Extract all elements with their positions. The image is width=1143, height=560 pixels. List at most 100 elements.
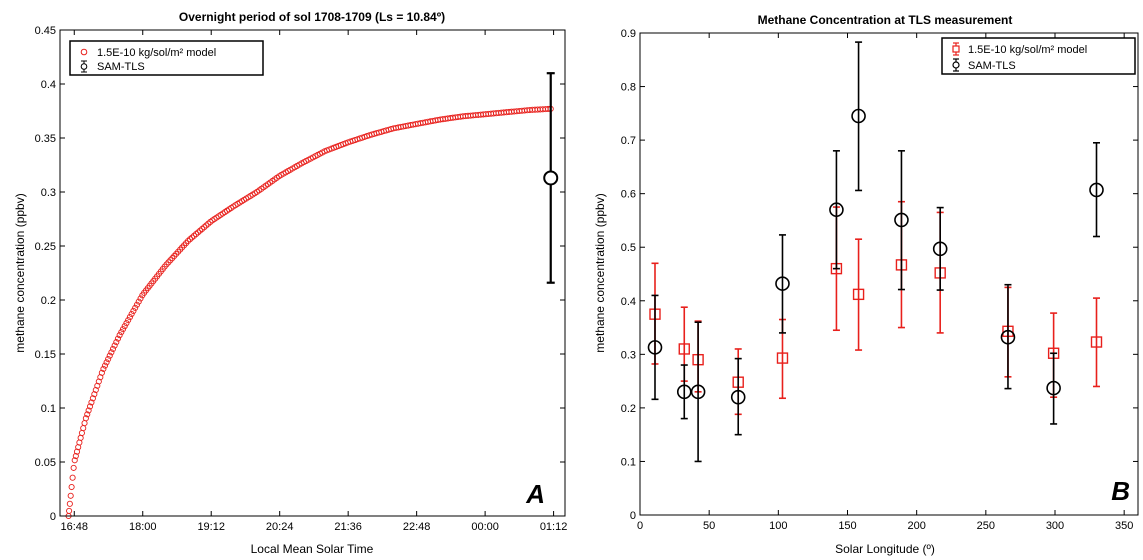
panel-a-model-point [86, 403, 94, 410]
panel-a-xtick-label: 22:48 [403, 521, 431, 533]
panel-a-ytick-label: 0.4 [41, 79, 56, 91]
panel-a-ytick-label: 0.3 [41, 187, 56, 199]
panel-a-model-point [137, 295, 144, 302]
panel-b-title: Methane Concentration at TLS measurement [758, 13, 1013, 27]
panel-a-model-point [92, 386, 99, 394]
panel-b-ytick-label: 0.9 [621, 28, 636, 40]
panel-b: Methane Concentration at TLS measurement… [593, 13, 1139, 556]
panel-a-model-point [190, 232, 198, 239]
panel-a-legend-box [69, 40, 264, 76]
panel-a-xtick-label: 19:12 [197, 521, 225, 533]
panel-a-model-point [100, 365, 107, 372]
panel-a-legend-tls-label: SAM-TLS [97, 61, 145, 73]
panel-b-tls-point [932, 241, 948, 257]
panel-b-axes-box [639, 32, 1139, 516]
panel-a-xtick-label: 01:12 [540, 521, 568, 533]
panel-a-legend-tls-marker [80, 60, 88, 73]
panel-a-model-point [130, 307, 137, 314]
panel-b-xtick-label: 0 [637, 520, 643, 532]
panel-a-model-point [119, 326, 127, 333]
panel-b-tls-point [1046, 380, 1061, 396]
panel-a-model-point [199, 225, 206, 232]
panel-a: Overnight period of sol 1708-1709 (Ls = … [13, 10, 567, 556]
panel-a-model-point [81, 420, 88, 427]
panel-a-title: Overnight period of sol 1708-1709 (Ls = … [179, 10, 445, 24]
panel-a-model-point [66, 507, 73, 514]
panel-a-legend: 1.5E-10 kg/sol/m² model SAM-TLS [69, 40, 264, 76]
panel-b-model-point [678, 343, 690, 355]
panel-b-ytick-label: 0.7 [621, 135, 636, 147]
panel-a-model-point [101, 362, 109, 369]
panel-a-model-point [128, 310, 135, 318]
panel-b-tls-point [647, 340, 663, 355]
panel-b-tls-point [775, 276, 790, 291]
panel-b-ylabel: methane concentration (ppbv) [593, 193, 607, 352]
panel-a-model-point [186, 236, 194, 243]
panel-a-ytick-label: 0.1 [41, 403, 56, 415]
panel-a-model-point [85, 407, 92, 414]
panel-b-ytick-label: 0.1 [621, 456, 636, 468]
panel-b-legend-model-label: 1.5E-10 kg/sol/m² model [968, 44, 1087, 56]
panel-b-tls-point [851, 108, 866, 124]
panel-a-model-point [73, 448, 81, 455]
panel-b-legend-model-marker [952, 42, 960, 56]
panel-a-model-point [188, 234, 196, 241]
panel-a-model-point [123, 320, 130, 327]
panel-b-model-point [1090, 336, 1103, 348]
panel-a-ytick-label: 0 [50, 511, 56, 523]
panel-b-xlabel: Solar Longitude (º) [835, 542, 935, 556]
panel-a-model-point [98, 369, 105, 376]
panel-b-ytick-label: 0.6 [621, 189, 636, 201]
panel-a-ylabel: methane concentration (ppbv) [13, 193, 27, 352]
panel-b-xtick-label: 300 [1046, 520, 1064, 532]
panel-b-letter: B [1111, 476, 1130, 506]
panel-a-xtick-label: 21:36 [334, 521, 362, 533]
panel-a-xlabel: Local Mean Solar Time [251, 542, 374, 556]
panel-a-axes-box [59, 29, 566, 517]
panel-a-model-point [82, 415, 89, 422]
panel-a-model-point [125, 317, 132, 324]
panel-a-model-point [72, 452, 79, 460]
panel-a-model-point [89, 395, 96, 402]
panel-a-model-point [94, 382, 101, 389]
panel-b-xtick-label: 100 [769, 520, 787, 532]
panel-b-xtick-label: 200 [907, 520, 925, 532]
panel-a-model-point [105, 356, 112, 363]
panel-b-legend-tls-marker [952, 58, 960, 72]
panel-b-tls-point [1000, 329, 1016, 345]
panel-a-xtick-label: 20:24 [266, 521, 294, 533]
panel-b-legend: 1.5E-10 kg/sol/m² model SAM-TLS [941, 37, 1136, 75]
panel-a-ytick-label: 0.25 [35, 241, 56, 253]
panel-a-model-point [135, 298, 142, 305]
panel-a-model-point [111, 342, 118, 349]
panel-b-tls-point [1089, 182, 1104, 198]
panel-a-model-point [121, 323, 128, 330]
panel-a-model-point [70, 464, 77, 471]
panel-b-tls-point [676, 384, 692, 400]
panel-b-xtick-label: 250 [977, 520, 995, 532]
panel-a-ytick-label: 0.45 [35, 25, 56, 37]
panel-a-model-point [109, 345, 117, 353]
panel-a-model-point [116, 332, 123, 339]
panel-a-model-point [80, 425, 87, 432]
panel-a-model-point [71, 457, 78, 464]
panel-b-legend-tls-label: SAM-TLS [968, 60, 1016, 72]
panel-b-xtick-label: 50 [703, 520, 715, 532]
panel-a-model-point [69, 474, 76, 481]
panel-a-model-point [184, 237, 192, 245]
panel-a-model-point [114, 335, 122, 342]
panel-b-ytick-label: 0 [630, 510, 636, 522]
panel-a-model-point [108, 349, 115, 356]
panel-a-model-point [106, 352, 113, 359]
panel-b-tls-point [894, 212, 909, 228]
panel-b-ytick-label: 0.4 [621, 296, 636, 308]
panel-b-tls-point [690, 384, 706, 400]
panel-a-model-point [91, 391, 98, 398]
panel-b-xtick-label: 350 [1115, 520, 1133, 532]
panel-a-xtick-label: 16:48 [60, 521, 88, 533]
panel-a-model-point [66, 500, 73, 507]
panel-a-model-point [88, 399, 95, 406]
panel-b-model-point [776, 352, 789, 364]
panel-b-ytick-label: 0.2 [621, 403, 636, 415]
